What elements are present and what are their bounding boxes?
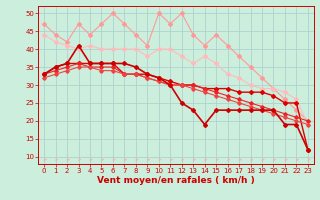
X-axis label: Vent moyen/en rafales ( km/h ): Vent moyen/en rafales ( km/h ) — [97, 176, 255, 185]
